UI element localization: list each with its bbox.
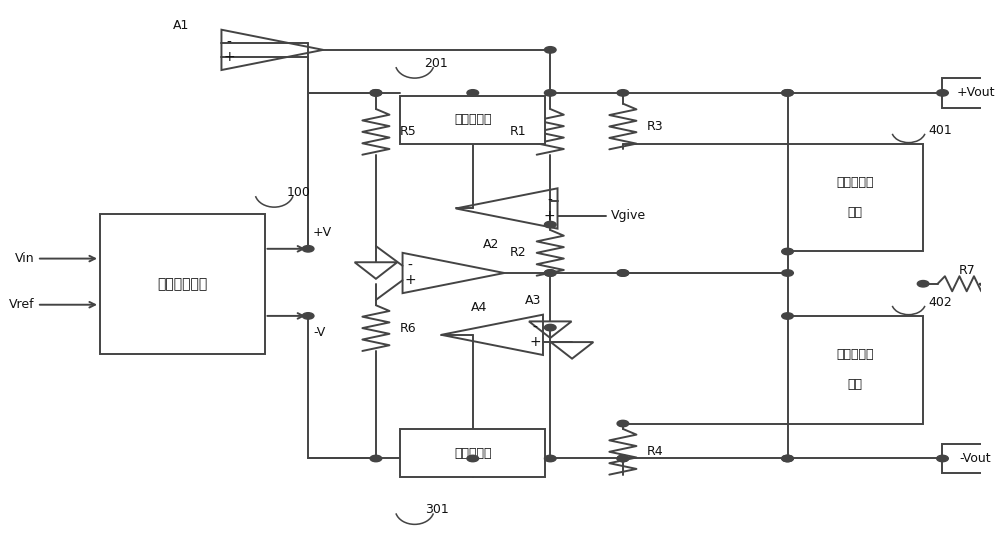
Text: 第二调整管: 第二调整管 [454, 447, 492, 460]
Text: A2: A2 [483, 238, 500, 251]
Text: 第一调整管: 第一调整管 [454, 113, 492, 126]
Circle shape [544, 221, 556, 228]
Circle shape [782, 455, 793, 462]
Circle shape [370, 455, 382, 462]
Text: -: - [547, 194, 552, 208]
FancyBboxPatch shape [942, 78, 1000, 108]
Text: 401: 401 [928, 124, 952, 137]
Text: A4: A4 [471, 301, 487, 314]
Circle shape [544, 455, 556, 462]
Text: R7: R7 [958, 264, 975, 277]
Text: -: - [533, 321, 538, 335]
Text: -Vout: -Vout [960, 452, 991, 465]
Text: A3: A3 [525, 294, 541, 307]
Circle shape [937, 455, 948, 462]
Text: 201: 201 [425, 57, 448, 70]
FancyBboxPatch shape [400, 429, 545, 477]
Text: A1: A1 [173, 19, 189, 32]
FancyBboxPatch shape [400, 96, 545, 144]
Circle shape [617, 90, 629, 96]
Text: R3: R3 [647, 120, 664, 133]
Text: R2: R2 [509, 246, 526, 259]
Circle shape [370, 90, 382, 96]
Text: -V: -V [313, 325, 325, 339]
Text: R5: R5 [400, 126, 417, 138]
Circle shape [782, 270, 793, 276]
FancyBboxPatch shape [100, 214, 265, 354]
Circle shape [467, 455, 479, 462]
Circle shape [617, 455, 629, 462]
Circle shape [544, 324, 556, 331]
Text: 301: 301 [425, 503, 448, 516]
Text: 模块: 模块 [848, 378, 863, 391]
Text: +: + [404, 273, 416, 287]
Text: 100: 100 [287, 186, 310, 199]
Text: +: + [223, 50, 235, 64]
Text: -: - [227, 35, 232, 50]
Circle shape [782, 248, 793, 255]
Text: +: + [544, 209, 556, 223]
Text: R6: R6 [400, 322, 417, 335]
Circle shape [617, 270, 629, 276]
Text: 负负载调整: 负负载调整 [837, 348, 874, 361]
Circle shape [467, 90, 479, 96]
Text: +V: +V [313, 226, 332, 239]
Text: 正负载调整: 正负载调整 [837, 176, 874, 189]
Text: -: - [408, 259, 413, 273]
Circle shape [917, 281, 929, 287]
Circle shape [544, 270, 556, 276]
Text: 开关电源模块: 开关电源模块 [157, 277, 207, 291]
FancyBboxPatch shape [942, 444, 1000, 473]
Circle shape [782, 90, 793, 96]
Circle shape [782, 455, 793, 462]
Circle shape [544, 90, 556, 96]
Circle shape [782, 90, 793, 96]
Text: R1: R1 [509, 126, 526, 138]
FancyBboxPatch shape [788, 144, 923, 252]
Circle shape [544, 46, 556, 53]
Text: Vin: Vin [14, 252, 34, 265]
Circle shape [937, 90, 948, 96]
Text: R4: R4 [647, 446, 664, 458]
FancyBboxPatch shape [788, 316, 923, 424]
Circle shape [782, 313, 793, 319]
Circle shape [302, 313, 314, 319]
Circle shape [617, 270, 629, 276]
Circle shape [544, 270, 556, 276]
Text: 402: 402 [928, 296, 952, 309]
Text: +Vout: +Vout [956, 86, 995, 99]
Text: 模块: 模块 [848, 206, 863, 219]
Circle shape [617, 455, 629, 462]
Circle shape [302, 246, 314, 252]
Circle shape [370, 90, 382, 96]
Text: Vref: Vref [8, 298, 34, 311]
Text: Vgive: Vgive [611, 209, 646, 222]
Text: +: + [529, 335, 541, 349]
Circle shape [617, 420, 629, 427]
